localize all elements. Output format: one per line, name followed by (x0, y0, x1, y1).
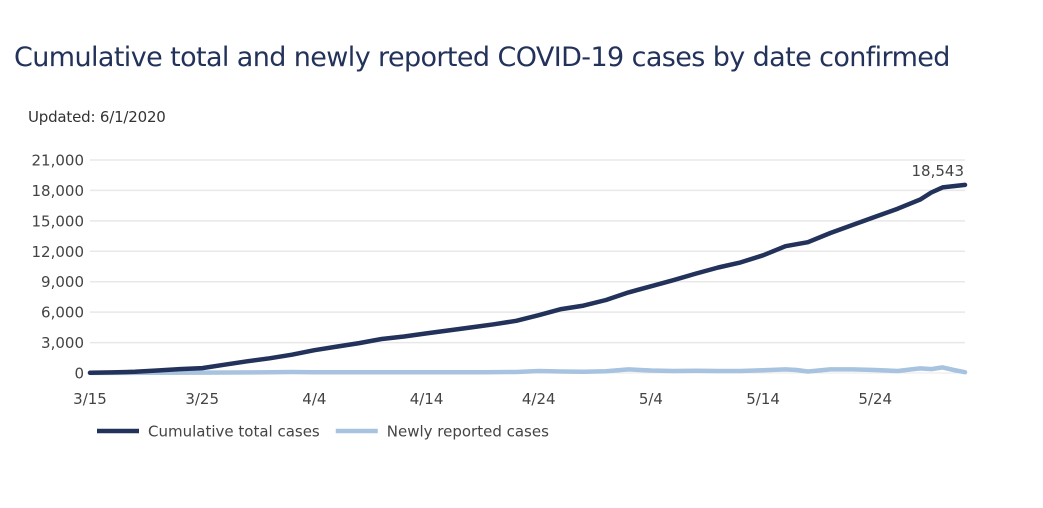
end-value-label: 18,543 (912, 162, 965, 180)
y-tick-label: 15,000 (32, 212, 85, 230)
legend-label-new[interactable]: Newly reported cases (387, 423, 549, 441)
y-tick-label: 21,000 (32, 152, 85, 170)
x-tick-label: 4/4 (302, 390, 326, 408)
x-tick-label: 5/14 (746, 390, 780, 408)
x-tick-label: 5/24 (858, 390, 892, 408)
x-tick-label: 3/15 (73, 390, 107, 408)
x-axis-ticks: 3/15 3/25 4/4 4/14 4/24 5/4 5/14 5/24 (73, 390, 892, 408)
x-tick-label: 4/14 (410, 390, 444, 408)
y-axis-ticks: 0 3,000 6,000 9,000 12,000 15,000 18,000 21,000 (32, 152, 85, 383)
newly-reported-line (87, 365, 968, 376)
chart-title: Cumulative total and newly reported COVI… (14, 42, 950, 73)
y-tick-label: 6,000 (41, 304, 84, 322)
y-tick-label: 3,000 (41, 334, 84, 352)
y-tick-label: 9,000 (41, 273, 84, 291)
x-tick-label: 5/4 (639, 390, 663, 408)
series-lines (87, 182, 968, 376)
cumulative-total-line (87, 182, 968, 376)
annotations: 18,543 (912, 162, 965, 180)
gridlines (90, 159, 965, 374)
y-tick-label: 0 (74, 365, 84, 383)
y-tick-label: 12,000 (32, 243, 85, 261)
legend-label-cumulative[interactable]: Cumulative total cases (148, 423, 320, 441)
chart-subtitle: Updated: 6/1/2020 (28, 108, 166, 126)
legend: Cumulative total cases Newly reported cas… (97, 423, 549, 441)
x-tick-label: 4/24 (522, 390, 556, 408)
y-tick-label: 18,000 (32, 182, 85, 200)
x-tick-label: 3/25 (185, 390, 219, 408)
